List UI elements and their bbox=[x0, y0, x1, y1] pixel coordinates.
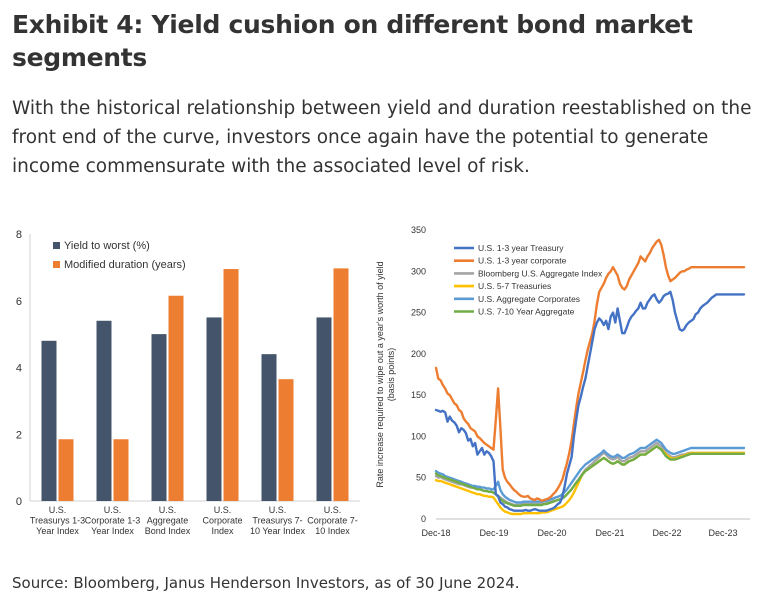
line-x-tick-label: Dec-20 bbox=[537, 528, 566, 538]
bar bbox=[113, 439, 129, 501]
series-line bbox=[434, 445, 746, 516]
bar bbox=[223, 269, 239, 501]
legend-label: Yield to worst (%) bbox=[64, 240, 150, 252]
line-y-axis-title: Rate increase required to wipe out a yea… bbox=[375, 261, 396, 487]
bar-x-category-label: Corporate 1-3 bbox=[85, 516, 141, 526]
line-y-tick-label: 300 bbox=[411, 266, 426, 276]
bar-x-category-label: Bond Index bbox=[145, 526, 191, 536]
line-y-tick-label: 150 bbox=[411, 390, 426, 400]
bar bbox=[41, 340, 57, 501]
bar bbox=[206, 317, 222, 501]
page-subtitle: With the historical relationship between… bbox=[12, 98, 752, 177]
line-y-tick-label: 200 bbox=[411, 349, 426, 359]
bar-x-category-label: Treasurys 1-3 bbox=[30, 516, 85, 526]
line-y-tick-label: 250 bbox=[411, 308, 426, 318]
legend-label: U.S. 1-3 year corporate bbox=[478, 256, 567, 266]
line-y-tick-label: 100 bbox=[411, 431, 426, 441]
bar bbox=[316, 317, 332, 501]
line-x-tick-label: Dec-19 bbox=[479, 528, 508, 538]
series-line bbox=[434, 445, 746, 507]
legend-label: U.S. 7-10 Year Aggregate bbox=[478, 307, 575, 317]
legend-label: U.S. 5-7 Treasuries bbox=[478, 281, 551, 291]
legend-label: Modified duration (years) bbox=[64, 259, 186, 271]
bar-x-category-label: Corporate bbox=[202, 516, 242, 526]
bar-x-category-label: Year Index bbox=[36, 526, 79, 536]
bar-x-category-label: U.S. bbox=[214, 505, 232, 515]
line-y-axis-title-line2: (basis points) bbox=[386, 348, 396, 402]
bar bbox=[278, 379, 294, 501]
bar bbox=[96, 320, 112, 501]
bar-x-category-label: U.S. bbox=[159, 505, 177, 515]
line-x-tick-label: Dec-22 bbox=[652, 528, 681, 538]
series-line bbox=[434, 238, 746, 502]
bar bbox=[151, 334, 167, 501]
legend-label: Bloomberg U.S. Aggregate Index bbox=[478, 268, 603, 278]
bar bbox=[333, 268, 349, 501]
bar-x-category-label: U.S. bbox=[324, 505, 342, 515]
bar bbox=[168, 295, 184, 501]
legend-swatch bbox=[53, 261, 60, 268]
bar-y-tick-label: 6 bbox=[16, 296, 22, 308]
bar bbox=[261, 354, 277, 501]
line-y-tick-label: 350 bbox=[411, 225, 426, 235]
source-note: Source: Bloomberg, Janus Henderson Inves… bbox=[12, 574, 520, 592]
line-y-tick-label: 0 bbox=[421, 514, 426, 524]
bar-x-category-label: 10 Year Index bbox=[250, 526, 306, 536]
bar-y-tick-label: 2 bbox=[16, 429, 22, 441]
bar-x-category-label: Treasurys 7- bbox=[252, 516, 302, 526]
bar bbox=[58, 439, 74, 501]
line-y-axis-title-line1: Rate increase required to wipe out a yea… bbox=[375, 261, 385, 487]
bar-y-tick-label: 4 bbox=[16, 363, 22, 375]
bar-x-category-label: U.S. bbox=[104, 505, 122, 515]
bar-x-category-label: Year Index bbox=[91, 526, 134, 536]
legend-swatch bbox=[53, 242, 60, 249]
bar-x-category-label: U.S. bbox=[269, 505, 287, 515]
bar-x-category-label: Aggregate bbox=[147, 516, 189, 526]
line-y-tick-label: 50 bbox=[416, 473, 426, 483]
legend-label: U.S. 1-3 year Treasury bbox=[478, 243, 564, 253]
line-x-tick-label: Dec-18 bbox=[421, 528, 450, 538]
bar-y-tick-label: 0 bbox=[16, 496, 22, 508]
legend-label: U.S. Aggregate Corporates bbox=[478, 294, 580, 304]
series-line bbox=[434, 290, 746, 512]
bar-x-category-label: Index bbox=[211, 526, 234, 536]
bar-x-category-label: U.S. bbox=[49, 505, 67, 515]
line-chart: 0 50 100 150 200 250 300 350 Dec-18 Dec-19 Dec-20 D… bbox=[375, 225, 750, 538]
line-x-tick-label: Dec-23 bbox=[708, 528, 737, 538]
bar-y-tick-label: 8 bbox=[16, 229, 22, 241]
line-x-tick-label: Dec-21 bbox=[595, 528, 624, 538]
series-line bbox=[434, 438, 746, 504]
page-title: Exhibit 4: Yield cushion on different bo… bbox=[12, 10, 693, 72]
bar-x-category-label: Corporate 7- bbox=[307, 516, 358, 526]
bar-x-category-label: 10 Index bbox=[315, 526, 350, 536]
